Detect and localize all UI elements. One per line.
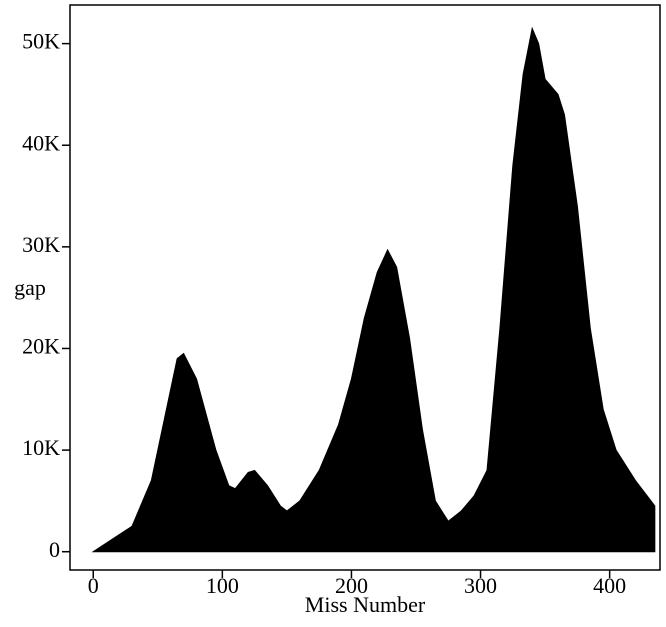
y-axis-title: gap bbox=[14, 275, 46, 300]
y-tick-label: 20K bbox=[22, 334, 60, 359]
x-tick-label: 0 bbox=[88, 573, 99, 598]
y-tick-label: 30K bbox=[22, 232, 60, 257]
y-tick-label: 40K bbox=[22, 130, 60, 155]
x-tick-label: 300 bbox=[464, 573, 497, 598]
x-tick-label: 200 bbox=[335, 573, 368, 598]
plot-frame bbox=[69, 4, 661, 571]
y-tick-label: 0 bbox=[49, 537, 60, 562]
x-axis-title: Miss Number bbox=[305, 592, 426, 617]
y-tick-label: 10K bbox=[22, 435, 60, 460]
x-tick-label: 400 bbox=[593, 573, 626, 598]
y-tick-label: 50K bbox=[22, 29, 60, 54]
area bbox=[91, 26, 656, 553]
x-tick-label: 100 bbox=[206, 573, 239, 598]
